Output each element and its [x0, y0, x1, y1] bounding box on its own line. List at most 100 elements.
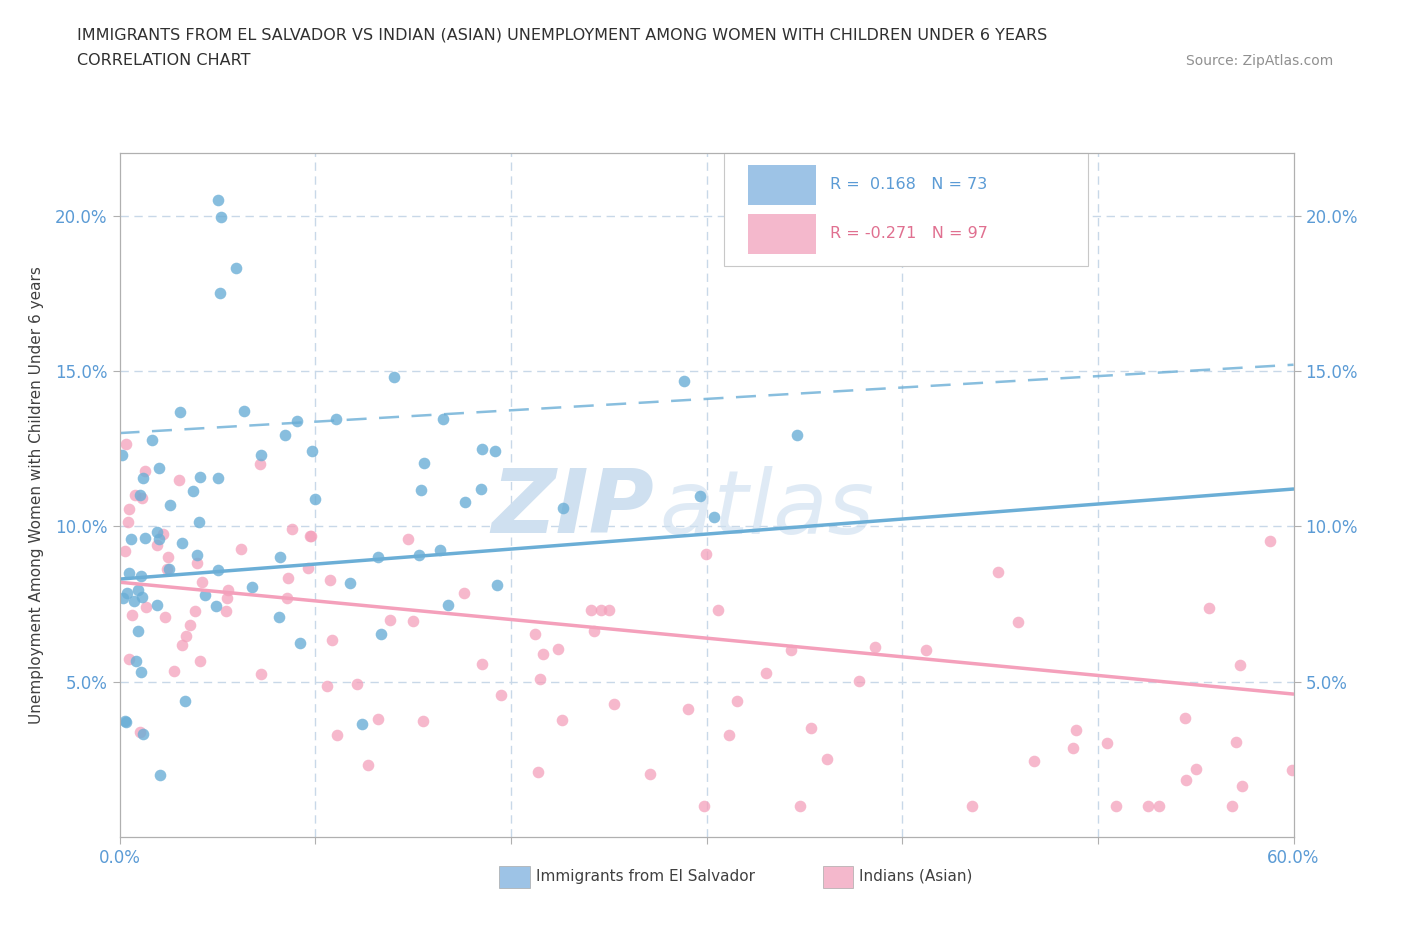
Text: ZIP: ZIP	[491, 465, 654, 552]
Point	[319, 573, 342, 588]
Y-axis label: Unemployment Among Women with Children Under 6 years: Unemployment Among Women with Children U…	[30, 266, 44, 724]
Point	[129, 664, 152, 679]
Point	[186, 556, 208, 571]
Point	[1230, 778, 1253, 793]
Point	[127, 624, 149, 639]
Point	[188, 470, 211, 485]
Point	[209, 286, 232, 300]
Point	[170, 536, 193, 551]
Point	[1198, 601, 1220, 616]
Point	[277, 571, 299, 586]
Point	[547, 642, 569, 657]
Point	[471, 656, 494, 671]
Point	[1147, 799, 1170, 814]
Text: CORRELATION CHART: CORRELATION CHART	[77, 53, 250, 68]
Point	[429, 542, 451, 557]
Point	[118, 501, 141, 516]
Point	[131, 568, 153, 583]
Point	[170, 638, 193, 653]
Point	[207, 471, 229, 485]
Point	[695, 547, 717, 562]
Text: Immigrants from El Salvador: Immigrants from El Salvador	[536, 869, 755, 883]
Point	[280, 522, 302, 537]
Point	[298, 528, 321, 543]
Point	[591, 603, 613, 618]
Point	[453, 495, 475, 510]
Point	[786, 428, 808, 443]
Point	[250, 666, 273, 681]
Point	[453, 586, 475, 601]
Point	[114, 713, 136, 728]
Point	[689, 489, 711, 504]
Point	[276, 591, 298, 605]
Point	[145, 525, 167, 539]
Point	[755, 666, 778, 681]
Point	[301, 528, 323, 543]
Point	[301, 444, 323, 458]
Point	[274, 428, 297, 443]
Point	[325, 412, 347, 427]
Point	[288, 635, 311, 650]
Point	[471, 442, 494, 457]
Point	[321, 633, 343, 648]
Point	[184, 604, 207, 618]
Point	[485, 578, 508, 592]
Point	[174, 629, 197, 644]
Point	[396, 532, 419, 547]
Point	[432, 411, 454, 426]
Point	[718, 727, 741, 742]
Text: R = -0.271   N = 97: R = -0.271 N = 97	[830, 226, 987, 241]
Point	[215, 604, 238, 618]
Point	[121, 608, 143, 623]
Point	[357, 757, 380, 772]
Point	[148, 460, 170, 475]
Point	[703, 510, 725, 525]
Point	[780, 643, 803, 658]
Point	[411, 483, 433, 498]
Point	[132, 471, 155, 485]
Point	[529, 672, 551, 687]
Point	[134, 531, 156, 546]
Point	[1095, 736, 1118, 751]
Point	[285, 414, 308, 429]
Bar	[748, 214, 815, 254]
Point	[551, 500, 574, 515]
Point	[315, 679, 337, 694]
Point	[551, 712, 574, 727]
Point	[402, 614, 425, 629]
Point	[162, 664, 184, 679]
Point	[169, 405, 191, 419]
Point	[1225, 735, 1247, 750]
Point	[987, 565, 1010, 579]
Point	[149, 767, 172, 782]
Point	[269, 550, 291, 565]
Point	[229, 541, 252, 556]
Point	[267, 610, 290, 625]
Point	[1258, 534, 1281, 549]
Point	[865, 639, 887, 654]
FancyBboxPatch shape	[724, 153, 1088, 266]
Point	[638, 766, 661, 781]
Point	[326, 728, 349, 743]
Point	[412, 713, 434, 728]
Point	[217, 583, 239, 598]
Point	[167, 473, 190, 488]
Point	[817, 752, 839, 767]
Point	[1175, 773, 1198, 788]
Point	[209, 209, 232, 224]
Point	[191, 575, 214, 590]
Text: Source: ZipAtlas.com: Source: ZipAtlas.com	[1185, 54, 1333, 68]
Point	[115, 436, 138, 451]
Point	[188, 654, 211, 669]
Point	[240, 579, 263, 594]
Point	[152, 526, 174, 541]
Point	[205, 599, 228, 614]
Point	[370, 627, 392, 642]
Point	[789, 799, 811, 814]
Point	[115, 714, 138, 729]
Point	[129, 724, 152, 739]
Point	[118, 565, 141, 580]
Point	[111, 447, 134, 462]
Point	[122, 593, 145, 608]
Point	[914, 643, 936, 658]
